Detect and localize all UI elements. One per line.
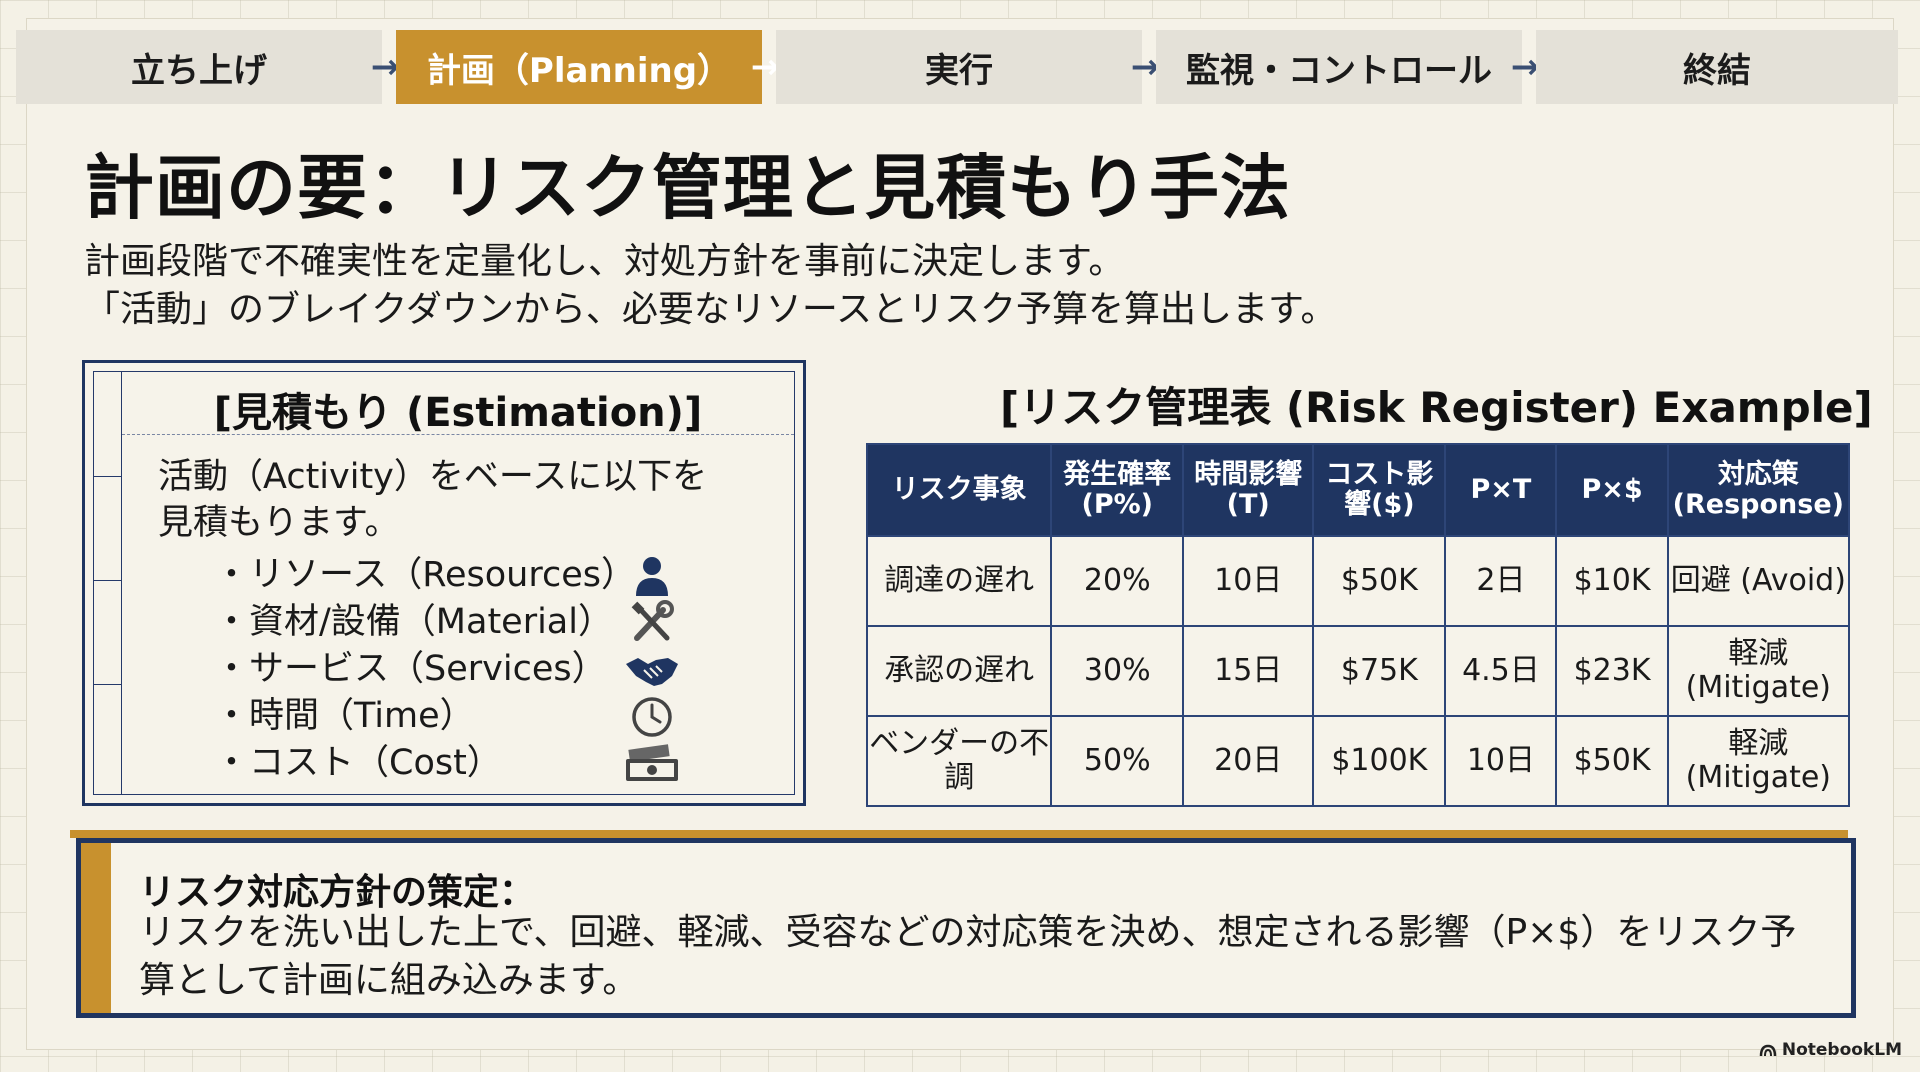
list-item: ・時間（Time） (214, 696, 475, 736)
intro-line-2: 「活動」のブレイクダウンから、必要なリソースとリスク予算を算出します。 (84, 289, 1337, 330)
table-cell: 承認の遅れ (865, 625, 1053, 717)
table-cell: 10日 (1444, 715, 1558, 807)
table-cell: $23K (1555, 625, 1669, 717)
estimation-panel: [見積もり (Estimation)] 活動（Activity）をベースに以下を… (82, 360, 806, 806)
note-heading: リスク対応方針の策定： (139, 872, 536, 913)
table-cell: 軽減 (Mitigate) (1666, 625, 1851, 717)
process-bar: 立ち上げ → 計画（Planning） → 実行 → 監視・コントロール → 終… (16, 30, 1904, 104)
table-row: 調達の遅れ 20% 10日 $50K 2日 $10K 回避 (Avoid) (865, 535, 1851, 627)
header-response: 対応策 (Response) (1666, 443, 1851, 537)
step-label: 監視・コントロール (1186, 50, 1492, 91)
notebooklm-logo-icon (1759, 1044, 1777, 1057)
step-executing[interactable]: 実行 (776, 30, 1142, 104)
note-side-bar (81, 843, 111, 1013)
table-cell: 20% (1050, 535, 1185, 627)
header-p-times-t: P×T (1444, 443, 1558, 537)
step-label: 計画（Planning） (426, 50, 732, 91)
arrow-right-icon: → (1130, 47, 1160, 87)
step-initiating[interactable]: 立ち上げ (16, 30, 382, 104)
money-icon (622, 740, 682, 787)
intro-text: 計画段階で不確実性を定量化し、対処方針を事前に決定します。 「活動」のブレイクダ… (84, 238, 1844, 334)
note-accent-bar (70, 830, 1848, 838)
note-body: リスクを洗い出した上で、回避、軽減、受容などの対応策を決め、想定される影響（P×… (139, 912, 1797, 1001)
header-risk-event: リスク事象 (865, 443, 1053, 537)
table-cell: 15日 (1182, 625, 1315, 717)
clock-icon (622, 693, 682, 740)
estimation-title: [見積もり (Estimation)] (213, 390, 703, 436)
table-row: ベンダーの不調 50% 20日 $100K 10日 $50K 軽減 (Mitig… (865, 715, 1851, 807)
table-cell: $50K (1555, 715, 1669, 807)
risk-response-note: リスク対応方針の策定： リスクを洗い出した上で、回避、軽減、受容などの対応策を決… (76, 838, 1856, 1018)
table-cell: 50% (1050, 715, 1185, 807)
arrow-right-icon: → (750, 47, 780, 87)
table-cell: 回避 (Avoid) (1666, 535, 1851, 627)
arrow-right-icon: → (370, 47, 400, 87)
estimation-icons (622, 552, 682, 787)
step-planning[interactable]: 計画（Planning） (396, 30, 762, 104)
list-item: ・リソース（Resources） (214, 555, 636, 595)
table-cell: 20日 (1182, 715, 1315, 807)
header-probability: 発生確率 (P%) (1050, 443, 1185, 537)
table-cell: $75K (1312, 625, 1447, 717)
step-closing[interactable]: 終結 (1536, 30, 1898, 104)
handshake-icon (622, 646, 682, 693)
brand-watermark: NotebookLM (1759, 1040, 1902, 1060)
estimation-description: 活動（Activity）をベースに以下を見積もります。 (158, 457, 708, 543)
step-label: 終結 (1683, 50, 1751, 91)
intro-line-1: 計画段階で不確実性を定量化し、対処方針を事前に決定します。 (84, 241, 1125, 282)
estimation-list: ・リソース（Resources） ・資材/設備（Material） ・サービス（… (214, 552, 684, 787)
table-cell: 10日 (1182, 535, 1315, 627)
table-header-row: リスク事象 発生確率 (P%) 時間影響 (T) コスト影響($) P×T P×… (865, 443, 1851, 537)
page-title: 計画の要：リスク管理と見積もり手法 (84, 147, 1291, 229)
brand-label: NotebookLM (1781, 1040, 1902, 1060)
list-item: ・コスト（Cost） (214, 743, 502, 783)
step-label: 立ち上げ (131, 50, 267, 91)
list-item: ・資材/設備（Material） (214, 602, 613, 642)
risk-register-table: リスク事象 発生確率 (P%) 時間影響 (T) コスト影響($) P×T P×… (865, 443, 1851, 807)
header-cost-impact: コスト影響($) (1312, 443, 1447, 537)
estimation-divider (122, 434, 794, 435)
estimation-frame: [見積もり (Estimation)] 活動（Activity）をベースに以下を… (93, 371, 795, 795)
person-icon (622, 552, 682, 599)
table-cell: 30% (1050, 625, 1185, 717)
risk-register-title: [リスク管理表 (Risk Register) Example] (1000, 383, 1873, 432)
list-item: ・サービス（Services） (214, 649, 607, 689)
table-cell: $10K (1555, 535, 1669, 627)
table-cell: 調達の遅れ (865, 535, 1053, 627)
step-monitoring-controlling[interactable]: 監視・コントロール (1156, 30, 1522, 104)
header-time-impact: 時間影響 (T) (1182, 443, 1315, 537)
estimation-rail (94, 372, 122, 794)
table-cell: 2日 (1444, 535, 1558, 627)
step-label: 実行 (925, 50, 993, 91)
table-cell: 軽減 (Mitigate) (1666, 715, 1851, 807)
table-cell: 4.5日 (1444, 625, 1558, 717)
tools-icon (622, 599, 682, 646)
table-cell: ベンダーの不調 (865, 715, 1053, 807)
header-p-times-cost: P×$ (1555, 443, 1669, 537)
table-row: 承認の遅れ 30% 15日 $75K 4.5日 $23K 軽減 (Mitigat… (865, 625, 1851, 717)
arrow-right-icon: → (1510, 47, 1540, 87)
table-cell: $50K (1312, 535, 1447, 627)
table-cell: $100K (1312, 715, 1447, 807)
